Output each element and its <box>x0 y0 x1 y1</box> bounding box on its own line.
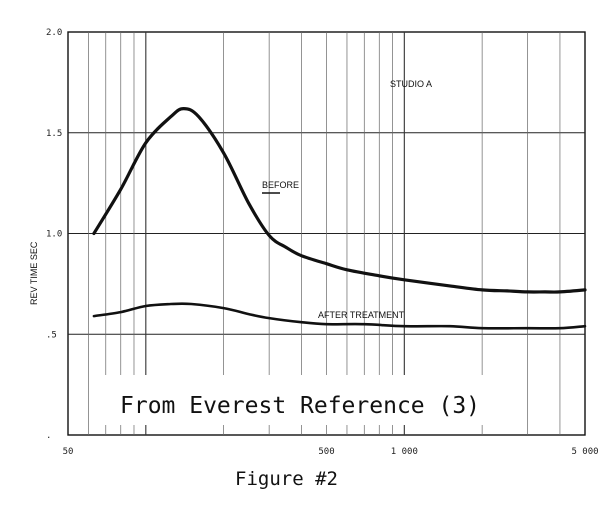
series-line-after-treatment <box>92 302 587 330</box>
studio-label: STUDIO A <box>390 79 432 89</box>
y-tick-label: 2.0 <box>46 28 62 38</box>
plot-grid <box>67 31 586 436</box>
x-tick-label: 500 <box>318 447 334 457</box>
figure-caption: Figure #2 <box>235 468 338 490</box>
y-tick-label: . <box>46 431 51 441</box>
x-axis-ticks: 50 500 1 000 5 000 <box>63 447 599 457</box>
after-label: AFTER TREATMENT <box>318 310 405 320</box>
x-tick-label: 1 000 <box>391 447 418 457</box>
reference-box <box>105 375 520 425</box>
x-tick-label: 50 <box>63 447 74 457</box>
y-tick-label: 1.0 <box>46 230 62 240</box>
y-tick-label: .5 <box>46 330 57 340</box>
y-axis-label: REV TIME SEC <box>29 241 39 305</box>
data-lines <box>92 107 587 330</box>
before-label: BEFORE <box>262 180 299 190</box>
x-tick-label: 5 000 <box>571 447 598 457</box>
series-line-before <box>92 107 587 294</box>
y-tick-label: 1.5 <box>46 129 62 139</box>
y-axis-ticks: 2.0 1.5 1.0 .5. <box>46 28 62 441</box>
reference-annotation: From Everest Reference (3) <box>120 393 480 419</box>
